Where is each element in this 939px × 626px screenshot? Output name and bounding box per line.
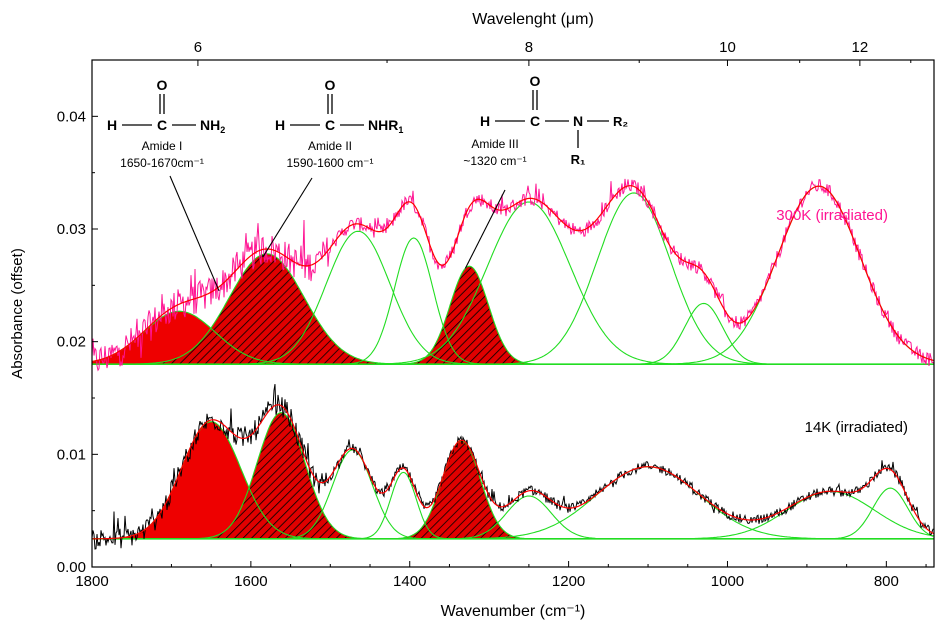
nitrogen-group: N [573,113,583,129]
annotation-1: O C H NHR1 Amide II 1590-1600 cm⁻¹ [262,77,403,258]
spectrum-1-component-1-fill [185,412,377,539]
spectrum-0-component-4 [393,265,546,365]
nitrogen-group: NHR1 [368,117,403,135]
x2-tick-label-3: 10 [719,39,736,56]
annotation-range: ~1320 cm⁻¹ [463,154,526,168]
plot-frame [91,59,935,568]
carbon-atom: C [325,117,335,133]
axes: 1800 1600 1400 1200 1000 800 0.00 0.01 0.02 0.03 0… [9,11,935,620]
y-tick-label-4: 0.04 [57,108,86,125]
y-tick-label-0: 0.00 [57,559,86,576]
spectrum-1-component-7 [656,490,935,540]
spectrum-0-component-5 [363,201,695,365]
spectrum-1-component-6 [441,466,855,540]
annotation-pointer [464,189,506,269]
hydrogen-atom: H [480,113,490,129]
carbon-atom: C [157,117,167,133]
carbon-atom: C [530,113,540,129]
x2-tick-label-4: 12 [852,39,869,56]
spectrum-1-label: 14K (irradiated) [805,419,908,436]
spectrum-1-component-1 [185,412,377,540]
x-tick-label-1: 1600 [234,573,267,590]
annotation-name: Amide III [471,137,518,151]
nitrogen-subscript: 2 [220,125,225,135]
spectrum-1-component-5 [439,495,618,540]
oxygen-atom: O [325,77,336,93]
x2-tick-label-2: 8 [525,39,533,56]
spectrum-0-fit [91,185,935,363]
spectrum-0-component-4-fill [393,266,546,365]
spectrum-1-component-4-fill [385,440,538,539]
spectrum-0-label: 300K (irradiated) [776,207,888,224]
component-fills [92,253,546,539]
spectrum-1-fit [92,404,935,540]
spectrum-0-component-2 [230,230,486,365]
hydrogen-atom: H [107,117,117,133]
oxygen-atom: O [157,77,168,93]
x2-axis-title: Wavelenght (μm) [472,11,594,28]
y-tick-label-2: 0.02 [57,334,86,351]
spectrum-1-component-8 [820,487,934,540]
r1-group: R₁ [571,152,586,167]
annotation-0: O C H NH2 Amide I 1650-1670cm⁻¹ [107,77,225,292]
annotation-range: 1590-1600 cm⁻¹ [286,156,373,170]
spectrum-0-component-1-fill [117,253,417,365]
hydrogen-atom: H [275,117,285,133]
x-tick-label-3: 1200 [552,573,585,590]
spectrum-0-component-3 [337,237,491,365]
annotation-2: O C H N R₂ R₁ Amide III ~1320 cm⁻¹ [463,73,628,269]
spectrum-1-component-3 [352,471,455,540]
oxygen-atom: O [530,73,541,89]
annotation-name: Amide II [308,139,352,153]
y-tick-label-3: 0.03 [57,221,86,238]
x2-tick-label-1: 6 [194,39,202,56]
annotation-name: Amide I [142,139,183,153]
annotation-pointer [262,177,313,258]
y-axis-title: Absorbance (offset) [9,248,26,379]
x-tick-label-0: 1800 [75,573,108,590]
annotation-range: 1650-1670cm⁻¹ [120,156,204,170]
x-axis-title: Wavenumber (cm⁻¹) [441,603,586,620]
spectrum-0-component-7 [627,302,780,365]
spectrum-1-data [91,384,935,550]
spectrum-0-component-6 [487,192,780,365]
spectrum-1-component-2 [273,449,432,540]
r2-group: R₂ [613,114,628,129]
x-tick-label-2: 1400 [393,573,426,590]
x-tick-label-4: 1000 [711,573,744,590]
nitrogen-subscript: 1 [398,125,403,135]
spectrum-1-component-0-fill [93,421,329,539]
annotation-pointer [169,175,220,292]
y-tick-label-1: 0.01 [57,446,86,463]
spectra: 300K (irradiated) 14K (irradiated) [91,178,935,550]
x-tick-label-5: 800 [874,573,899,590]
nitrogen-group: NH2 [200,117,225,135]
